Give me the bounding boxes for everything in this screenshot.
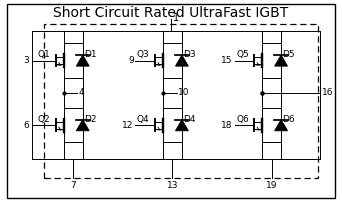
Text: 1: 1 [173, 13, 179, 23]
Text: Short Circuit Rated UltraFast IGBT: Short Circuit Rated UltraFast IGBT [53, 6, 289, 20]
Text: D1: D1 [84, 50, 97, 59]
Text: D5: D5 [282, 50, 295, 59]
Text: 3: 3 [23, 56, 29, 65]
Text: Q2: Q2 [38, 115, 50, 124]
Text: Q5: Q5 [236, 50, 249, 59]
Text: 4: 4 [78, 88, 84, 97]
Text: D6: D6 [282, 115, 295, 124]
Polygon shape [275, 120, 288, 131]
Text: 9: 9 [128, 56, 134, 65]
Text: Q1: Q1 [38, 50, 50, 59]
Text: 16: 16 [321, 88, 333, 97]
Text: 13: 13 [167, 181, 178, 190]
Bar [44, 24, 318, 178]
Text: 6: 6 [23, 121, 29, 130]
Text: 7: 7 [70, 181, 76, 190]
Polygon shape [275, 55, 288, 66]
Text: 15: 15 [221, 56, 233, 65]
Polygon shape [76, 120, 89, 131]
Text: Q4: Q4 [137, 115, 149, 124]
Polygon shape [175, 120, 188, 131]
Text: 19: 19 [266, 181, 277, 190]
Text: Q6: Q6 [236, 115, 249, 124]
Text: 10: 10 [177, 88, 189, 97]
Text: D3: D3 [183, 50, 196, 59]
Polygon shape [76, 55, 89, 66]
Polygon shape [175, 55, 188, 66]
Text: 18: 18 [221, 121, 233, 130]
Text: 12: 12 [122, 121, 134, 130]
Text: Q3: Q3 [137, 50, 149, 59]
Text: D2: D2 [84, 115, 97, 124]
Text: D4: D4 [183, 115, 196, 124]
